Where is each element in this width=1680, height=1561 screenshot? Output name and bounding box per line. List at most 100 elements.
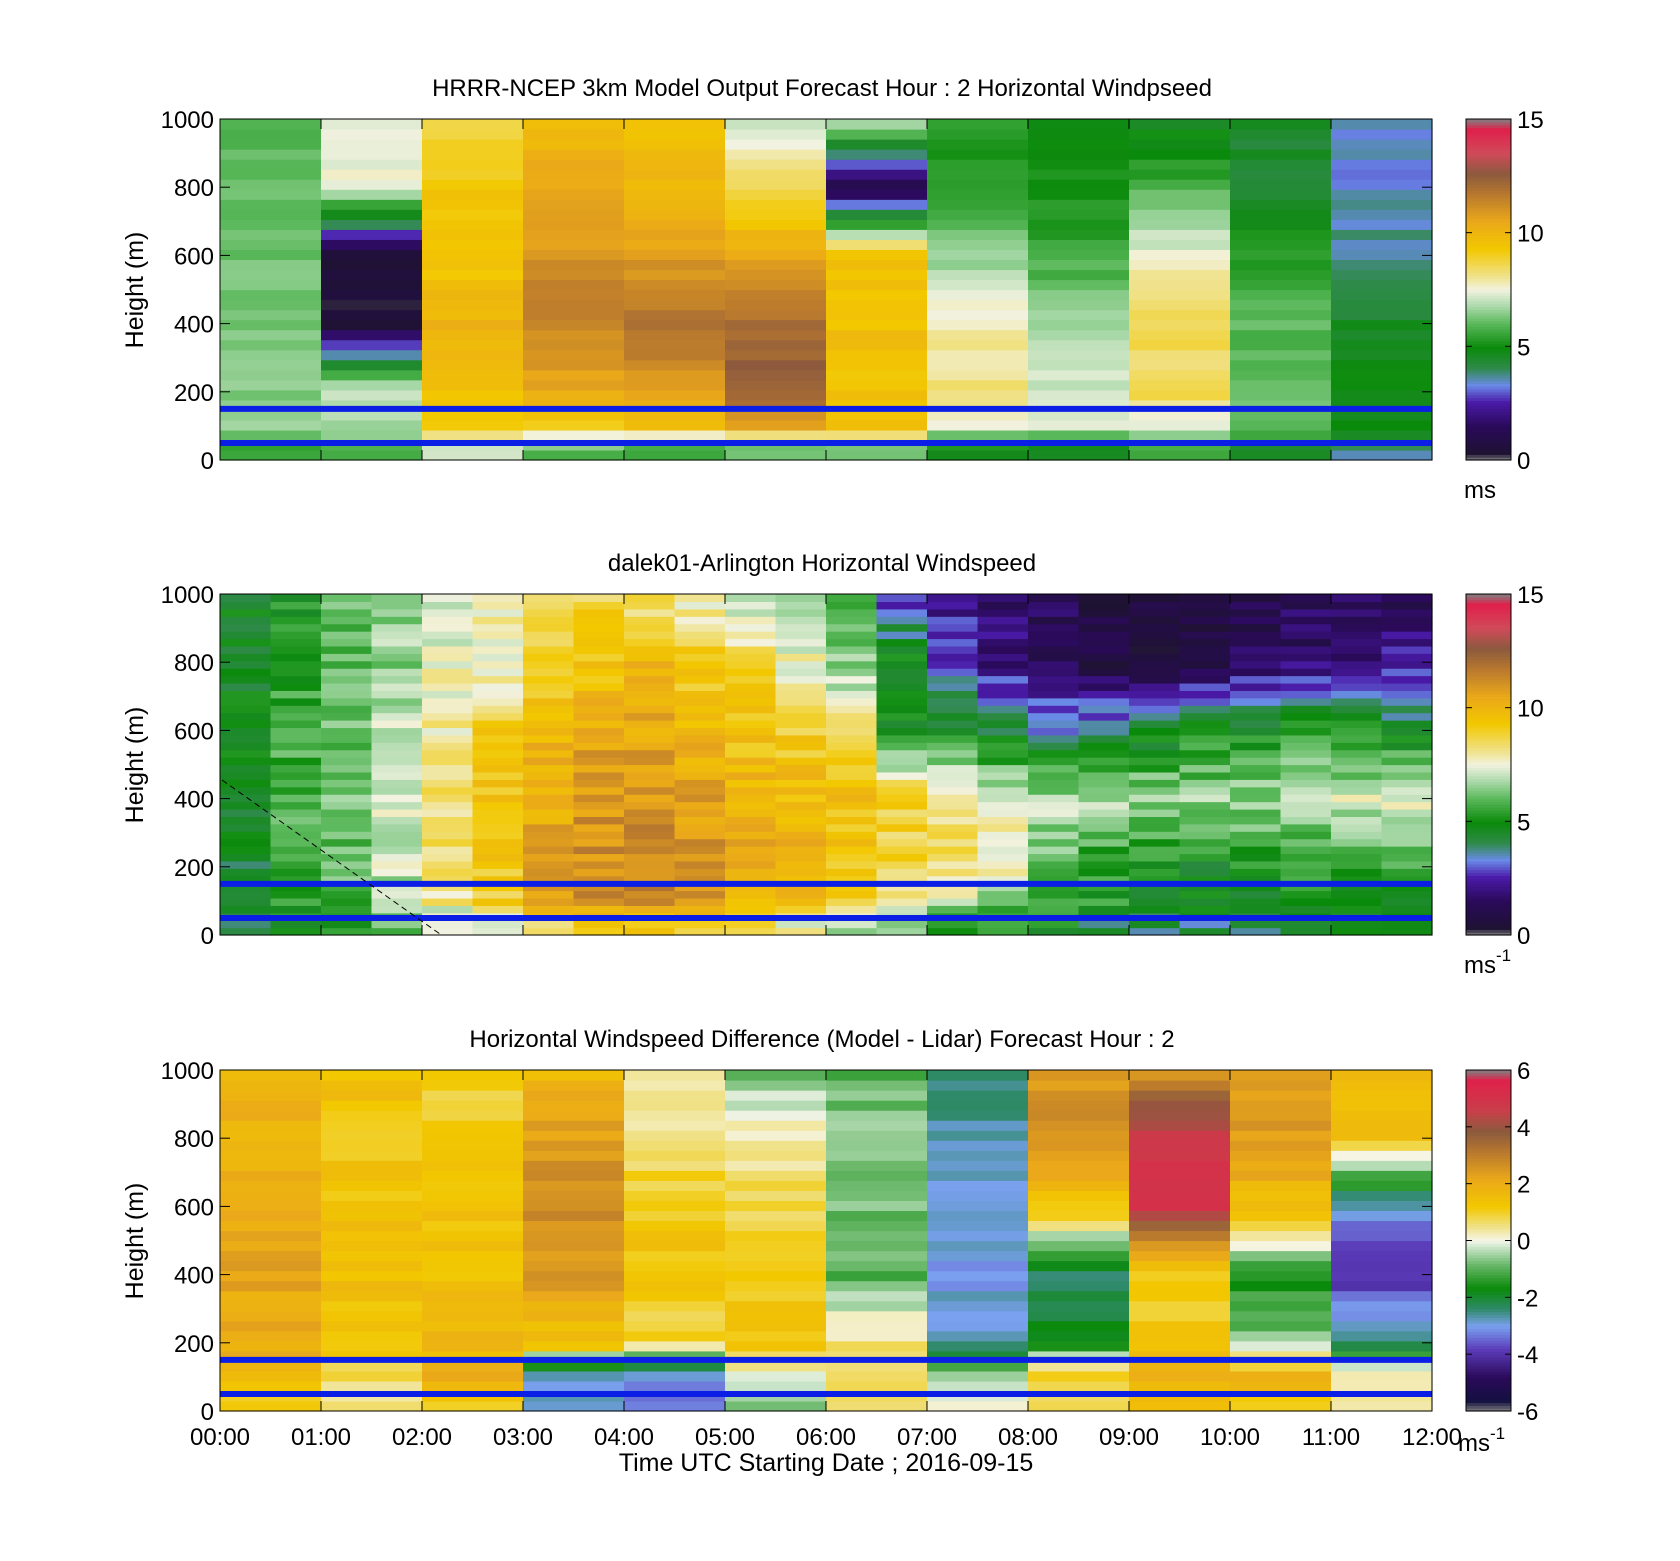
- heatmap-cell: [1230, 1190, 1332, 1201]
- colorbar-segment: [1466, 406, 1511, 410]
- colorbar-segment: [1466, 1146, 1511, 1151]
- heatmap-cell: [523, 1320, 625, 1332]
- heatmap-cell: [876, 786, 928, 795]
- heatmap-cell: [826, 823, 878, 832]
- heatmap-cell: [977, 616, 1029, 625]
- colorbar-segment: [1466, 682, 1511, 686]
- heatmap-cell: [725, 1110, 827, 1121]
- heatmap-cell: [422, 1130, 524, 1141]
- heatmap-cell: [523, 209, 625, 220]
- colorbar-segment: [1466, 221, 1511, 225]
- heatmap-cell: [1230, 219, 1332, 230]
- heatmap-cell: [826, 359, 928, 371]
- colorbar-segment: [1466, 315, 1511, 319]
- heatmap-cell: [321, 838, 373, 847]
- colorbar-segment: [1466, 665, 1511, 669]
- heatmap-cell: [472, 927, 524, 936]
- heatmap-cell: [1331, 269, 1433, 281]
- heatmap-cell: [624, 349, 726, 361]
- heatmap-cell: [927, 339, 1029, 351]
- heatmap-cell: [1331, 159, 1433, 170]
- colorbar-segment: [1466, 1357, 1511, 1361]
- heatmap-cell: [725, 369, 827, 381]
- heatmap-cell: [371, 594, 423, 603]
- heatmap-cell: [725, 1350, 827, 1362]
- heatmap-cell: [422, 846, 474, 855]
- heatmap-cell: [624, 853, 676, 862]
- colorbar-segment: [1466, 1266, 1511, 1270]
- colorbar-segment: [1466, 1339, 1511, 1344]
- heatmap-cell: [826, 853, 878, 862]
- heatmap-cell: [1230, 1290, 1332, 1302]
- heatmap-cell: [573, 690, 625, 699]
- heatmap-cell: [422, 1260, 524, 1272]
- heatmap-cell: [422, 905, 474, 914]
- heatmap-cell: [1280, 764, 1332, 773]
- colorbar-segment: [1466, 434, 1511, 438]
- colorbar-segment: [1466, 659, 1511, 663]
- heatmap-cell: [523, 259, 625, 271]
- heatmap-cell: [573, 875, 625, 884]
- heatmap-cell: [624, 682, 676, 691]
- heatmap-cell: [371, 690, 423, 699]
- heatmap-cell: [1179, 786, 1231, 795]
- heatmap-cell: [876, 623, 928, 632]
- colorbar-segment: [1466, 1158, 1511, 1162]
- heatmap-cell: [927, 289, 1029, 301]
- heatmap-cell: [1381, 705, 1433, 714]
- heatmap-cell: [523, 734, 575, 743]
- heatmap-cell: [1078, 594, 1130, 603]
- heatmap-cell: [674, 705, 726, 714]
- colorbar-segment: [1466, 164, 1511, 168]
- heatmap-cell: [725, 927, 777, 936]
- colorbar-segment: [1466, 442, 1511, 447]
- heatmap-cell: [472, 742, 524, 751]
- heatmap-cell: [1381, 734, 1433, 743]
- heatmap-cell: [725, 594, 777, 603]
- heatmap-cell: [1129, 1140, 1231, 1151]
- heatmap-cell: [371, 645, 423, 654]
- heatmap-cell: [775, 675, 827, 684]
- heatmap-cell: [927, 890, 979, 899]
- heatmap-cell: [977, 734, 1029, 743]
- heatmap-cell: [371, 720, 423, 729]
- heatmap-cell: [371, 890, 423, 899]
- heatmap-cell: [1331, 329, 1433, 341]
- colorbar-segment: [1466, 1271, 1511, 1276]
- heatmap-cell: [977, 816, 1029, 825]
- colorbar-segment: [1466, 912, 1511, 916]
- heatmap-cell: [1280, 720, 1332, 729]
- heatmap-cell: [674, 690, 726, 699]
- heatmap-cell: [1230, 1220, 1332, 1232]
- heatmap-cell: [321, 429, 423, 441]
- heatmap-cell: [624, 623, 676, 632]
- colorbar-segment: [1466, 255, 1511, 259]
- heatmap-cell: [472, 631, 524, 640]
- heatmap-cell: [624, 169, 726, 180]
- heatmap-cell: [624, 897, 676, 906]
- heatmap-cell: [977, 838, 1029, 847]
- colorbar-segment: [1466, 713, 1511, 717]
- heatmap-cell: [220, 675, 272, 684]
- heatmap-cell: [927, 1150, 1029, 1161]
- heatmap-cell: [775, 853, 827, 862]
- colorbar-segment: [1466, 209, 1511, 214]
- heatmap-cell: [826, 764, 878, 773]
- heatmap-cell: [472, 638, 524, 647]
- heatmap-cell: [1230, 794, 1282, 803]
- heatmap-cell: [1230, 339, 1332, 351]
- heatmap-cell: [725, 720, 777, 729]
- colorbar-segment: [1466, 852, 1511, 857]
- heatmap-cell: [927, 219, 1029, 230]
- heatmap-cell: [725, 1270, 827, 1282]
- heatmap-cell: [876, 808, 928, 817]
- heatmap-cell: [1331, 705, 1383, 714]
- heatmap-cell: [321, 319, 423, 331]
- heatmap-cell: [826, 1200, 928, 1212]
- heatmap-cell: [523, 608, 575, 617]
- colorbar-segment: [1466, 138, 1511, 143]
- heatmap-cell: [220, 319, 322, 331]
- colorbar-segment: [1466, 1297, 1511, 1301]
- heatmap-cell: [321, 249, 423, 261]
